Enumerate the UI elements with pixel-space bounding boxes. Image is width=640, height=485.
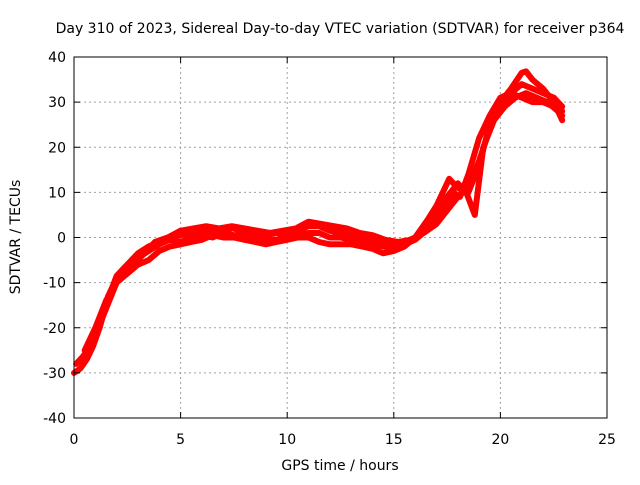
y-tick-label: 20 xyxy=(48,140,66,156)
tick-layer: 0 5 10 15 20 25 -40 -30 -20 -10 0 10 20 30 40 xyxy=(43,50,616,448)
x-tick-label: 0 xyxy=(70,432,79,448)
y-tick-label: 10 xyxy=(48,185,66,201)
y-axis-label: SDTVAR / TECUs xyxy=(8,180,24,295)
chart-title: Day 310 of 2023, Sidereal Day-to-day VTE… xyxy=(56,21,625,37)
y-tick-label: -10 xyxy=(43,276,66,292)
y-tick-label: -40 xyxy=(43,411,66,427)
x-tick-label: 5 xyxy=(176,432,185,448)
x-axis-label: GPS time / hours xyxy=(281,458,398,474)
series-layer xyxy=(71,68,566,376)
y-tick-label: 0 xyxy=(57,231,66,247)
x-tick-label: 15 xyxy=(385,432,403,448)
x-tick-label: 25 xyxy=(598,432,616,448)
y-tick-label: 40 xyxy=(48,50,66,66)
y-tick-label: -30 xyxy=(43,366,66,382)
x-tick-label: 10 xyxy=(278,432,296,448)
y-tick-label: -20 xyxy=(43,321,66,337)
x-tick-label: 20 xyxy=(491,432,509,448)
series-line-track-4 xyxy=(88,81,566,349)
y-tick-label: 30 xyxy=(48,95,66,111)
